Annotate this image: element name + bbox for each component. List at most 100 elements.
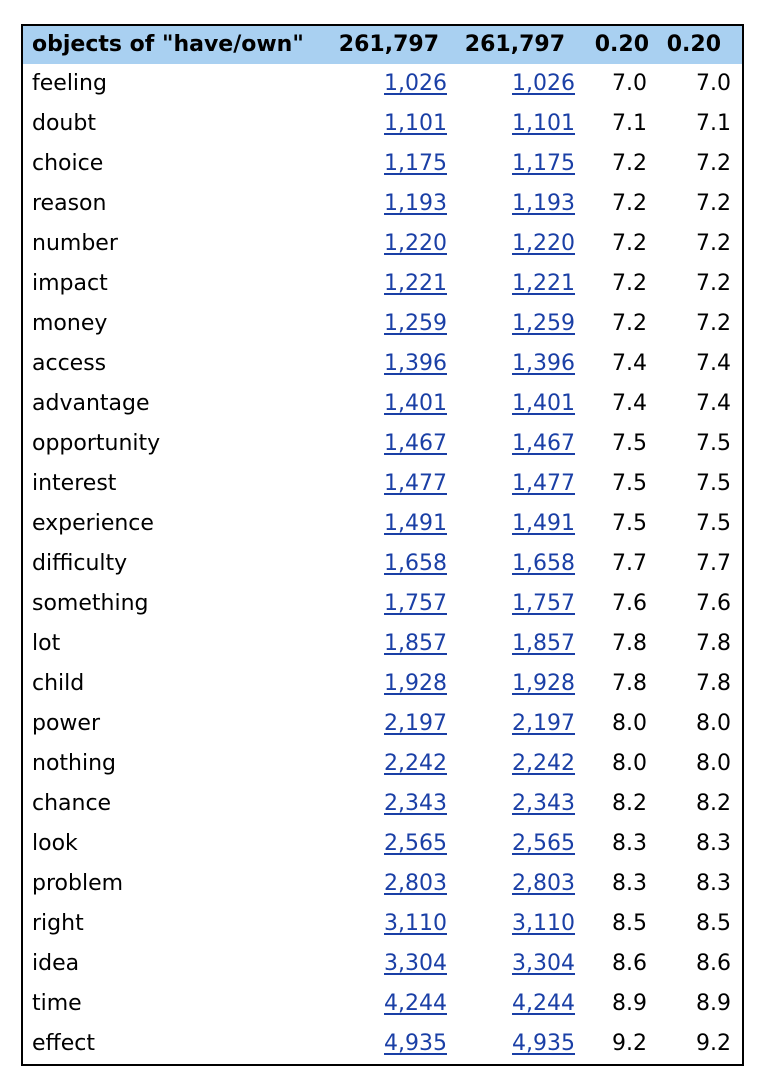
score-1-cell: 8.3 bbox=[612, 831, 647, 856]
score-1-cell: 7.2 bbox=[612, 271, 647, 296]
table-row: nothing 2,242 2,242 8.0 8.0 bbox=[23, 744, 742, 784]
score-1-cell: 7.0 bbox=[612, 71, 647, 96]
table-body: feeling 1,026 1,026 7.0 7.0 doubt 1,101 1,101 7.… bbox=[23, 64, 742, 1064]
freq-2-link[interactable]: 1,396 bbox=[512, 351, 575, 376]
freq-1-link[interactable]: 1,857 bbox=[384, 631, 447, 656]
score-2-cell: 8.3 bbox=[696, 871, 731, 896]
collocate-word: number bbox=[32, 231, 118, 256]
freq-2-link[interactable]: 2,343 bbox=[512, 791, 575, 816]
score-1-cell: 8.3 bbox=[612, 871, 647, 896]
freq-2-link[interactable]: 1,401 bbox=[512, 391, 575, 416]
freq-2-cell: 1,401 bbox=[447, 384, 575, 424]
table-row: money 1,259 1,259 7.2 7.2 bbox=[23, 304, 742, 344]
freq-1-link[interactable]: 2,803 bbox=[384, 871, 447, 896]
freq-1-link[interactable]: 2,565 bbox=[384, 831, 447, 856]
freq-2-link[interactable]: 1,221 bbox=[512, 271, 575, 296]
freq-2-link[interactable]: 1,220 bbox=[512, 231, 575, 256]
collocate-word: money bbox=[32, 311, 108, 336]
freq-1-link[interactable]: 1,757 bbox=[384, 591, 447, 616]
freq-2-link[interactable]: 2,565 bbox=[512, 831, 575, 856]
freq-2-cell: 4,935 bbox=[447, 1024, 575, 1064]
freq-1-link[interactable]: 1,259 bbox=[384, 311, 447, 336]
freq-2-link[interactable]: 3,110 bbox=[512, 911, 575, 936]
freq-2-cell: 1,477 bbox=[447, 464, 575, 504]
freq-2-link[interactable]: 1,026 bbox=[512, 71, 575, 96]
freq-2-link[interactable]: 1,491 bbox=[512, 511, 575, 536]
freq-1-link[interactable]: 2,197 bbox=[384, 711, 447, 736]
freq-1-link[interactable]: 3,110 bbox=[384, 911, 447, 936]
freq-1-link[interactable]: 1,467 bbox=[384, 431, 447, 456]
freq-1-link[interactable]: 4,244 bbox=[384, 991, 447, 1016]
score-2-cell: 7.2 bbox=[696, 311, 731, 336]
freq-1-link[interactable]: 1,175 bbox=[384, 151, 447, 176]
freq-2-cell: 2,803 bbox=[447, 864, 575, 904]
freq-1-link[interactable]: 1,193 bbox=[384, 191, 447, 216]
freq-1-cell: 3,304 bbox=[328, 944, 447, 984]
header-freq-1: 261,797 bbox=[328, 26, 447, 64]
score-2-cell: 8.5 bbox=[696, 911, 731, 936]
score-2-cell: 7.4 bbox=[696, 351, 731, 376]
freq-2-link[interactable]: 3,304 bbox=[512, 951, 575, 976]
freq-2-cell: 1,658 bbox=[447, 544, 575, 584]
score-1-cell: 9.2 bbox=[612, 1031, 647, 1056]
collocate-word: experience bbox=[32, 511, 154, 536]
freq-2-link[interactable]: 2,803 bbox=[512, 871, 575, 896]
freq-1-link[interactable]: 1,221 bbox=[384, 271, 447, 296]
freq-1-link[interactable]: 2,242 bbox=[384, 751, 447, 776]
score-1-cell: 7.2 bbox=[612, 311, 647, 336]
collocation-table: objects of "have/own" 261,797 261,797 0.… bbox=[23, 26, 742, 1064]
freq-2-link[interactable]: 1,757 bbox=[512, 591, 575, 616]
score-2-cell: 7.5 bbox=[696, 471, 731, 496]
freq-2-link[interactable]: 4,935 bbox=[512, 1031, 575, 1056]
freq-2-link[interactable]: 2,242 bbox=[512, 751, 575, 776]
table-row: time 4,244 4,244 8.9 8.9 bbox=[23, 984, 742, 1024]
freq-1-cell: 2,565 bbox=[328, 824, 447, 864]
table-row: lot 1,857 1,857 7.8 7.8 bbox=[23, 624, 742, 664]
freq-2-link[interactable]: 2,197 bbox=[512, 711, 575, 736]
freq-2-link[interactable]: 1,259 bbox=[512, 311, 575, 336]
table-row: difficulty 1,658 1,658 7.7 7.7 bbox=[23, 544, 742, 584]
header-score-2: 0.20 bbox=[658, 26, 742, 64]
freq-1-link[interactable]: 1,401 bbox=[384, 391, 447, 416]
collocate-word: idea bbox=[32, 951, 80, 976]
table-row: access 1,396 1,396 7.4 7.4 bbox=[23, 344, 742, 384]
freq-1-cell: 1,259 bbox=[328, 304, 447, 344]
freq-2-link[interactable]: 1,193 bbox=[512, 191, 575, 216]
freq-1-link[interactable]: 1,026 bbox=[384, 71, 447, 96]
freq-1-link[interactable]: 1,101 bbox=[384, 111, 447, 136]
freq-1-link[interactable]: 1,491 bbox=[384, 511, 447, 536]
freq-2-cell: 1,857 bbox=[447, 624, 575, 664]
freq-2-link[interactable]: 1,175 bbox=[512, 151, 575, 176]
freq-2-cell: 1,467 bbox=[447, 424, 575, 464]
freq-2-link[interactable]: 1,467 bbox=[512, 431, 575, 456]
table-row: choice 1,175 1,175 7.2 7.2 bbox=[23, 144, 742, 184]
freq-1-link[interactable]: 3,304 bbox=[384, 951, 447, 976]
score-2-cell: 7.1 bbox=[696, 111, 731, 136]
table-row: doubt 1,101 1,101 7.1 7.1 bbox=[23, 104, 742, 144]
freq-1-link[interactable]: 1,928 bbox=[384, 671, 447, 696]
table-row: impact 1,221 1,221 7.2 7.2 bbox=[23, 264, 742, 304]
freq-2-link[interactable]: 1,101 bbox=[512, 111, 575, 136]
freq-1-link[interactable]: 1,477 bbox=[384, 471, 447, 496]
freq-2-link[interactable]: 1,857 bbox=[512, 631, 575, 656]
freq-2-link[interactable]: 1,477 bbox=[512, 471, 575, 496]
table-row: opportunity 1,467 1,467 7.5 7.5 bbox=[23, 424, 742, 464]
freq-2-link[interactable]: 1,928 bbox=[512, 671, 575, 696]
freq-1-link[interactable]: 2,343 bbox=[384, 791, 447, 816]
freq-1-link[interactable]: 1,658 bbox=[384, 551, 447, 576]
collocate-word: difficulty bbox=[32, 551, 128, 576]
score-1-cell: 7.5 bbox=[612, 431, 647, 456]
score-1-cell: 7.5 bbox=[612, 471, 647, 496]
freq-2-link[interactable]: 4,244 bbox=[512, 991, 575, 1016]
freq-1-link[interactable]: 4,935 bbox=[384, 1031, 447, 1056]
score-2-cell: 8.3 bbox=[696, 831, 731, 856]
score-2-cell: 7.7 bbox=[696, 551, 731, 576]
collocate-word: look bbox=[32, 831, 78, 856]
score-1-cell: 7.1 bbox=[612, 111, 647, 136]
freq-2-link[interactable]: 1,658 bbox=[512, 551, 575, 576]
freq-1-cell: 4,935 bbox=[328, 1024, 447, 1064]
freq-1-link[interactable]: 1,396 bbox=[384, 351, 447, 376]
collocation-table-frame: objects of "have/own" 261,797 261,797 0.… bbox=[21, 24, 744, 1066]
freq-2-cell: 1,491 bbox=[447, 504, 575, 544]
freq-1-link[interactable]: 1,220 bbox=[384, 231, 447, 256]
